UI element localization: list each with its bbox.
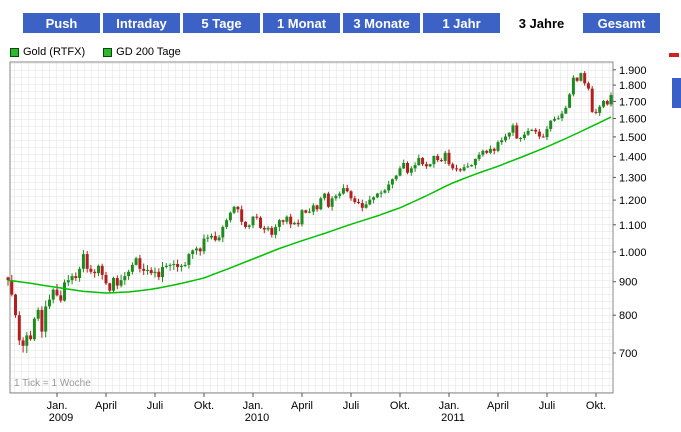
- svg-text:Jan.: Jan.: [47, 400, 68, 412]
- plot-area: [9, 61, 614, 394]
- svg-text:900: 900: [619, 277, 637, 289]
- legend-label: Gold (RTFX): [23, 46, 86, 58]
- svg-text:April: April: [291, 400, 313, 412]
- svg-text:1.500: 1.500: [619, 132, 647, 144]
- tab-gesamt[interactable]: Gesamt: [583, 13, 660, 33]
- tab-intraday[interactable]: Intraday: [103, 13, 180, 33]
- svg-text:1.900: 1.900: [619, 65, 647, 77]
- svg-text:1.800: 1.800: [619, 80, 647, 92]
- tab-5-tage[interactable]: 5 Tage: [183, 13, 260, 33]
- svg-text:Juli: Juli: [343, 400, 360, 412]
- svg-text:Jan.: Jan.: [439, 400, 460, 412]
- svg-text:2009: 2009: [49, 412, 73, 424]
- chart-legend: Gold (RTFX) GD 200 Tage: [10, 46, 181, 58]
- svg-text:1.000: 1.000: [619, 247, 647, 259]
- legend-swatch-icon: [103, 47, 113, 57]
- svg-text:1.100: 1.100: [619, 220, 647, 232]
- legend-item: Gold (RTFX): [10, 46, 85, 58]
- gd200-line: [7, 116, 612, 294]
- y-axis-labels: 1.900 1.800 1.700 1.600 1.500 1.400 1.300 1.200…: [613, 65, 647, 360]
- svg-text:April: April: [95, 400, 117, 412]
- period-tab-bar: Push Intraday 5 Tage 1 Monat 3 Monate 1 Jahr 3…: [23, 13, 660, 33]
- svg-text:2011: 2011: [441, 412, 465, 424]
- edge-artifact-blue-icon: [672, 78, 681, 108]
- tab-3-monate[interactable]: 3 Monate: [343, 13, 420, 33]
- svg-text:April: April: [487, 400, 509, 412]
- svg-text:1.400: 1.400: [619, 151, 647, 163]
- tab-3-jahre[interactable]: 3 Jahre: [503, 13, 580, 33]
- svg-text:Juli: Juli: [147, 400, 164, 412]
- tab-1-jahr[interactable]: 1 Jahr: [423, 13, 500, 33]
- svg-text:1.200: 1.200: [619, 195, 647, 207]
- svg-text:800: 800: [619, 310, 637, 322]
- svg-text:2010: 2010: [245, 412, 269, 424]
- legend-item: GD 200 Tage: [103, 46, 181, 58]
- tick-note: 1 Tick = 1 Woche: [14, 378, 91, 389]
- svg-text:Okt.: Okt.: [194, 400, 214, 412]
- svg-text:Okt.: Okt.: [586, 400, 606, 412]
- tab-1-monat[interactable]: 1 Monat: [263, 13, 340, 33]
- svg-text:Okt.: Okt.: [390, 400, 410, 412]
- edge-artifact-red-icon: [669, 53, 679, 57]
- legend-label: GD 200 Tage: [116, 46, 181, 58]
- tab-push[interactable]: Push: [23, 13, 100, 33]
- svg-text:1.700: 1.700: [619, 96, 647, 108]
- svg-text:Juli: Juli: [539, 400, 556, 412]
- svg-text:700: 700: [619, 348, 637, 360]
- svg-text:1.600: 1.600: [619, 114, 647, 126]
- svg-text:Jan.: Jan.: [243, 400, 264, 412]
- candlestick-series: [6, 71, 613, 353]
- svg-text:1.300: 1.300: [619, 172, 647, 184]
- legend-swatch-icon: [10, 47, 19, 57]
